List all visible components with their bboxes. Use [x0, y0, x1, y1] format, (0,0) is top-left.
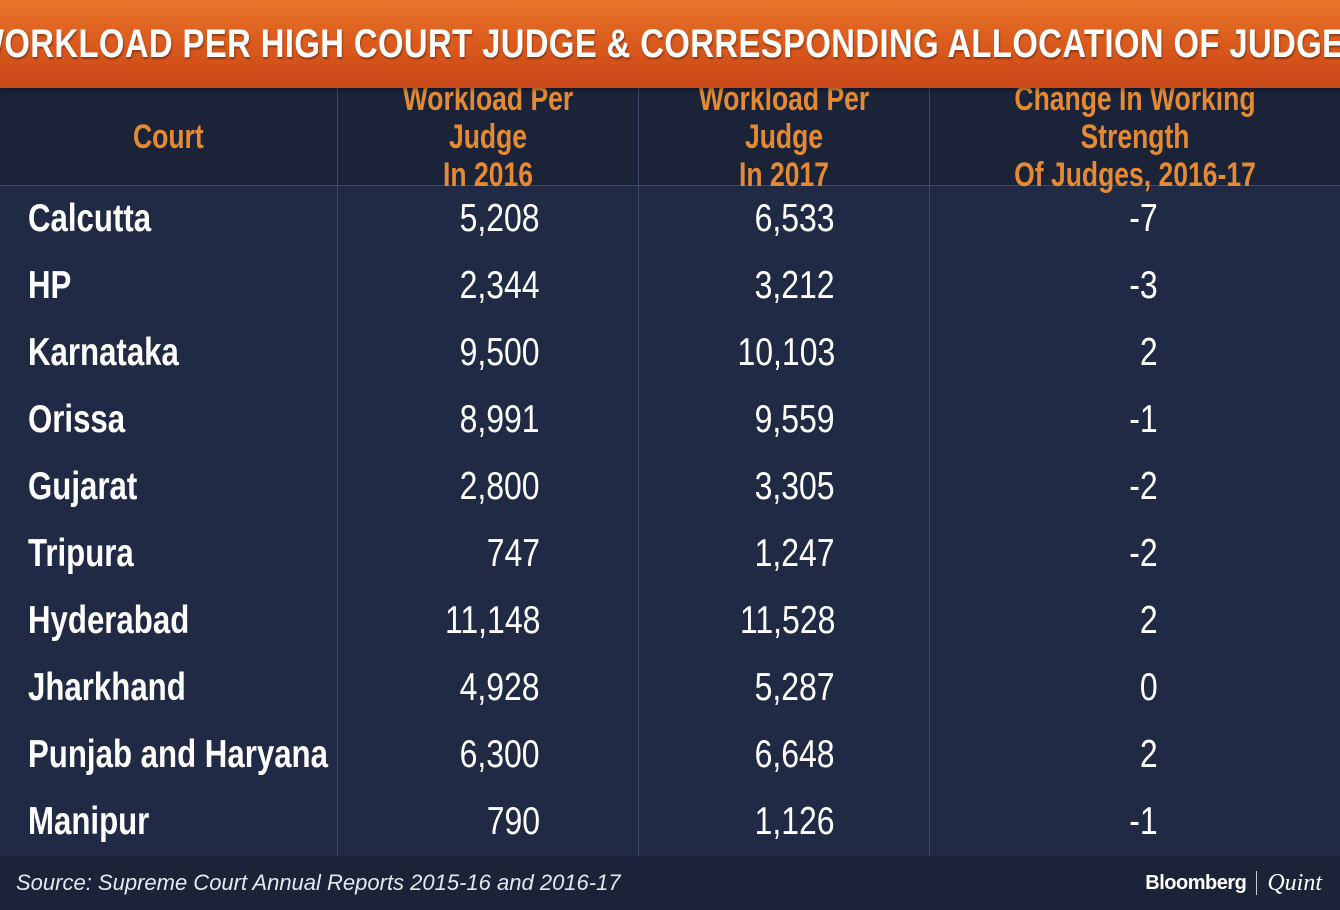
workload-2017-cell: 3,305	[754, 465, 835, 508]
table-row: Tripura 747 1,247 -2	[0, 520, 1340, 587]
strength-change-cell: -3	[1129, 264, 1158, 307]
workload-2016-cell: 747	[486, 532, 540, 575]
court-name-cell: Jharkhand	[28, 666, 186, 709]
workload-2017-cell: 9,559	[754, 398, 835, 441]
workload-2017-cell: 1,126	[754, 800, 835, 843]
column-header-label: Workload Per Judge In 2017	[698, 79, 870, 194]
table-row: Punjab and Haryana 6,300 6,648 2	[0, 721, 1340, 788]
workload-2016-cell: 9,500	[459, 331, 540, 374]
footer: Source: Supreme Court Annual Reports 201…	[0, 856, 1340, 910]
column-divider	[337, 88, 338, 856]
brand-divider	[1256, 871, 1258, 895]
workload-2016-cell: 6,300	[459, 733, 540, 776]
strength-change-cell: -2	[1129, 532, 1158, 575]
brand-quint: Quint	[1267, 869, 1322, 896]
strength-change-cell: 2	[1140, 331, 1158, 374]
column-header-workload-2017: Workload Per Judge In 2017	[639, 80, 929, 194]
workload-2016-cell: 2,344	[459, 264, 540, 307]
court-name-cell: Tripura	[28, 532, 134, 575]
workload-2016-cell: 11,148	[444, 599, 540, 642]
brand-logo: Bloomberg Quint	[1145, 856, 1322, 910]
workload-2017-cell: 6,533	[754, 197, 835, 240]
court-name-cell: Gujarat	[28, 465, 138, 508]
table-row: Hyderabad 11,148 11,528 2	[0, 587, 1340, 654]
strength-change-cell: 0	[1140, 666, 1158, 709]
table-row: Calcutta 5,208 6,533 -7	[0, 185, 1340, 252]
title-banner: WORKLOAD PER HIGH COURT JUDGE & CORRESPO…	[0, 0, 1340, 88]
workload-2016-cell: 2,800	[459, 465, 540, 508]
court-name-cell: Manipur	[28, 800, 150, 843]
table-row: Jharkhand 4,928 5,287 0	[0, 654, 1340, 721]
court-name-cell: HP	[28, 264, 72, 307]
workload-2016-cell: 4,928	[459, 666, 540, 709]
brand-bloomberg: Bloomberg	[1145, 871, 1247, 894]
column-header-label: Court	[133, 117, 204, 156]
strength-change-cell: -2	[1129, 465, 1158, 508]
chart-title: WORKLOAD PER HIGH COURT JUDGE & CORRESPO…	[0, 21, 1340, 66]
table-header	[0, 88, 1340, 186]
source-note: Source: Supreme Court Annual Reports 201…	[16, 870, 621, 895]
column-header-court: Court	[0, 88, 337, 185]
strength-change-cell: 2	[1140, 733, 1158, 776]
column-header-strength-change: Change In Working Strength Of Judges, 20…	[930, 80, 1340, 194]
workload-2016-cell: 5,208	[459, 197, 540, 240]
column-header-label: Change In Working Strength Of Judges, 20…	[1014, 79, 1256, 194]
table-row: Karnataka 9,500 10,103 2	[0, 319, 1340, 386]
court-name-cell: Punjab and Haryana	[28, 733, 328, 776]
table-row: Gujarat 2,800 3,305 -2	[0, 453, 1340, 520]
table-row: Manipur 790 1,126 -1	[0, 788, 1340, 855]
workload-2016-cell: 790	[486, 800, 540, 843]
strength-change-cell: 2	[1140, 599, 1158, 642]
column-divider	[638, 88, 639, 856]
column-divider	[929, 88, 930, 856]
strength-change-cell: -1	[1129, 398, 1158, 441]
workload-2017-cell: 10,103	[737, 331, 835, 374]
workload-2017-cell: 5,287	[754, 666, 835, 709]
strength-change-cell: -1	[1129, 800, 1158, 843]
workload-2017-cell: 1,247	[754, 532, 835, 575]
workload-2017-cell: 11,528	[739, 599, 835, 642]
workload-2017-cell: 3,212	[754, 264, 835, 307]
workload-2016-cell: 8,991	[459, 398, 540, 441]
court-name-cell: Karnataka	[28, 331, 179, 374]
column-header-label: Workload Per Judge In 2016	[402, 79, 574, 194]
court-name-cell: Hyderabad	[28, 599, 190, 642]
strength-change-cell: -7	[1129, 197, 1158, 240]
court-name-cell: Calcutta	[28, 197, 152, 240]
court-name-cell: Orissa	[28, 398, 126, 441]
data-table: Court Workload Per Judge In 2016 Workloa…	[0, 80, 1340, 856]
column-header-workload-2016: Workload Per Judge In 2016	[338, 80, 638, 194]
table-row: HP 2,344 3,212 -3	[0, 252, 1340, 319]
workload-2017-cell: 6,648	[754, 733, 835, 776]
table-row: Orissa 8,991 9,559 -1	[0, 386, 1340, 453]
